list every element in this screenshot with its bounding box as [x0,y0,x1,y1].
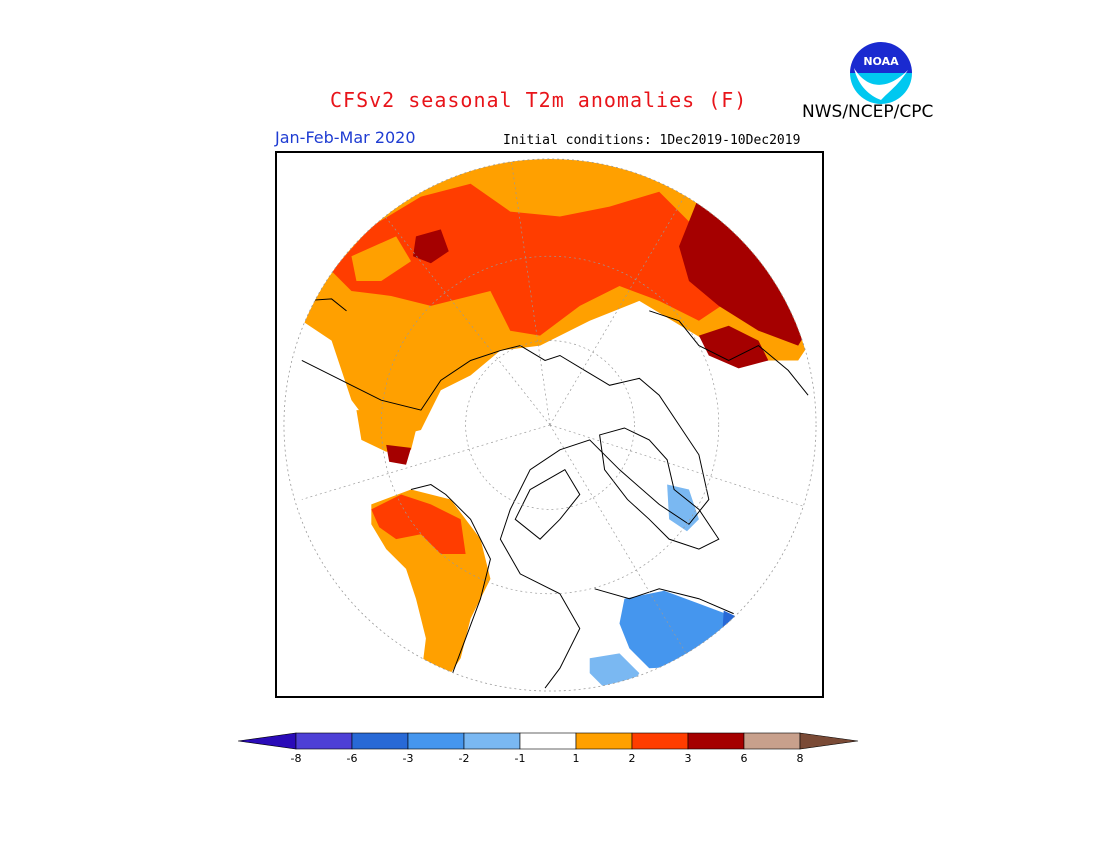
color-scale-tick-label: -8 [290,752,302,765]
map-title: CFSv2 seasonal T2m anomalies (F) [330,88,748,112]
color-scale-box [743,732,801,750]
anomaly-region-arabia-light-orange [351,236,412,282]
color-scale-box [519,732,577,750]
color-scale-tick-label: -1 [514,752,526,765]
color-scale-tick-label: -6 [346,752,358,765]
color-scale-tick-label: 3 [684,752,692,765]
initial-conditions-label: Initial conditions: 1Dec2019-10Dec2019 [503,133,801,148]
forecast-period: Jan-Feb-Mar 2020 [275,128,416,147]
color-scale-arrow-high [799,732,859,750]
polar-map [283,158,817,692]
color-scale-tick-label: -2 [458,752,470,765]
color-scale-box [575,732,633,750]
anomaly-region-mexico-orange-red [371,494,466,555]
color-scale-box [351,732,409,750]
color-scale-box [407,732,465,750]
anomaly-region-north-africa-dark-red [386,444,412,465]
globe-outline [283,158,817,692]
noaa-logo-text: NOAA [863,55,899,68]
color-scale-box [631,732,689,750]
anomaly-region-caspian-dark-red [413,229,449,264]
color-scale-tick-label: -3 [402,752,414,765]
color-scale-box [463,732,521,750]
color-scale-tick-label: 2 [628,752,636,765]
color-scale-bar [238,732,859,750]
color-scale-tick-label: 1 [572,752,580,765]
coastlines [301,298,809,689]
color-scale-tick-label: 8 [796,752,804,765]
graticule [301,158,814,659]
color-scale-arrow-low [238,732,297,750]
anomaly-region-eurasia-orange-red [331,183,729,336]
map-frame [275,151,824,698]
color-scale-box [687,732,745,750]
agency-label: NWS/NCEP/CPC [802,102,934,122]
noaa-logo: NOAA [849,41,913,105]
color-scale-box [295,732,353,750]
anomaly-region-north-africa-orange [356,410,416,452]
anomaly-region-greenland-pale-blue [667,484,699,532]
anomaly-region-kamchatka-dark-red [698,325,769,369]
anomaly-region-siberia-dark-red [679,196,814,346]
color-scale-tick-label: 6 [740,752,748,765]
